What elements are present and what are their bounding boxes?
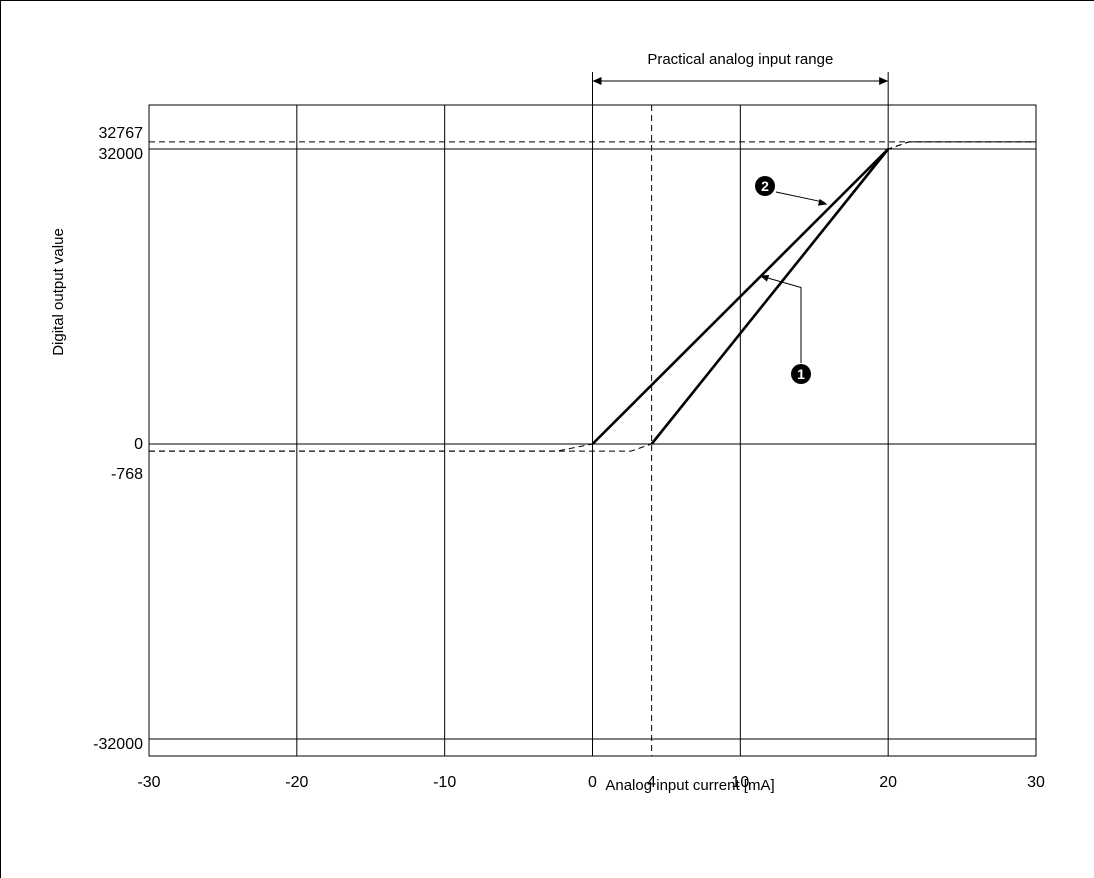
- y-tick-label: 0: [134, 436, 143, 453]
- tick-labels: -30 -20 -10 0 4 10 20 30 32767 32000 0 -768 -32000: [93, 125, 1045, 791]
- callout-2-number: 2: [761, 178, 769, 194]
- y-tick-label: -768: [111, 466, 143, 483]
- series: [149, 141, 1036, 452]
- x-axis-label: Analog input current [mA]: [605, 777, 774, 794]
- callout-2-arrowhead: [817, 198, 828, 206]
- callout-1-number: 1: [797, 366, 805, 382]
- range-arrowhead-left: [592, 77, 602, 85]
- callout-1-leader: [762, 276, 802, 363]
- callout-1-marker: [791, 364, 811, 384]
- grid: [148, 105, 1037, 756]
- reference-lines: [149, 105, 1036, 756]
- y-tick-label: -32000: [93, 736, 143, 753]
- x-tick-label: 4: [647, 774, 656, 791]
- y-tick-label: 32767: [99, 125, 144, 142]
- y-tick-label: 32000: [99, 146, 144, 163]
- x-tick-label: -20: [285, 774, 308, 791]
- callout-1-arrowhead: [759, 275, 770, 282]
- x-tick-label: -30: [137, 774, 160, 791]
- range-annotation-label: Practical analog input range: [647, 51, 833, 68]
- x-tick-label: 20: [879, 774, 897, 791]
- x-tick-label: -10: [433, 774, 456, 791]
- range-arrowhead-right: [879, 77, 889, 85]
- series-2-line: [591, 148, 890, 445]
- x-tick-label: 30: [1027, 774, 1045, 791]
- series-1-line: [650, 148, 890, 445]
- callout-2-leader: [775, 191, 825, 203]
- annotations: Practical analog input range 1 2: [592, 51, 889, 384]
- x-tick-label: 10: [731, 774, 749, 791]
- callout-2-marker: [755, 176, 775, 196]
- y-axis-label: Digital output value: [50, 228, 67, 356]
- x-tick-label: 0: [588, 774, 597, 791]
